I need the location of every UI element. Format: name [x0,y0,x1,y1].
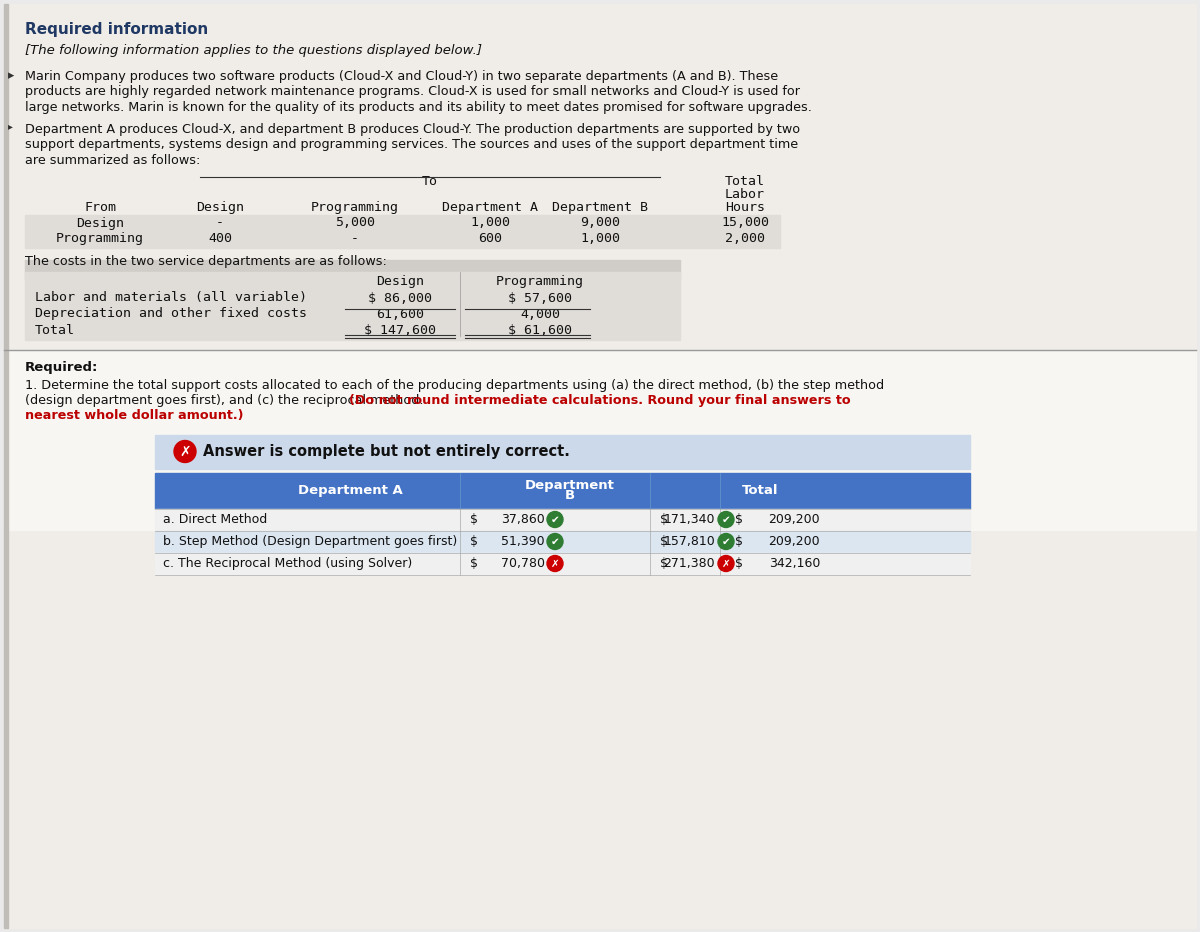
Text: $: $ [470,557,478,570]
Text: 157,810: 157,810 [664,535,715,548]
Text: 1,000: 1,000 [470,216,510,229]
Text: Required information: Required information [25,22,209,37]
Text: 400: 400 [208,232,232,245]
Text: Total: Total [35,323,74,336]
Text: $: $ [470,535,478,548]
Text: Labor and materials (all variable): Labor and materials (all variable) [35,292,307,305]
Text: Department: Department [526,479,614,492]
Text: nearest whole dollar amount.): nearest whole dollar amount.) [25,409,244,422]
Text: 37,860: 37,860 [502,513,545,526]
Text: $: $ [734,535,743,548]
Text: Hours: Hours [725,201,766,214]
Text: -: - [216,216,224,229]
Text: From: From [84,201,116,214]
Text: $: $ [660,513,668,526]
Text: ▸: ▸ [8,69,14,82]
Bar [155,434,970,469]
Text: $: $ [660,535,668,548]
Text: 61,600: 61,600 [376,308,424,321]
Circle shape [718,512,734,528]
Text: [The following information applies to the questions displayed below.]: [The following information applies to th… [25,44,482,57]
Text: Labor: Labor [725,188,766,201]
Bar [155,473,970,574]
Text: ✔: ✔ [721,514,731,525]
Text: $ 147,600: $ 147,600 [364,323,436,336]
Text: 342,160: 342,160 [769,557,820,570]
Text: large networks. Marin is known for the quality of its products and its ability t: large networks. Marin is known for the q… [25,101,812,114]
Text: $: $ [470,513,478,526]
Text: Programming: Programming [311,201,398,214]
Text: 1,000: 1,000 [580,232,620,245]
Text: 1. Determine the total support costs allocated to each of the producing departme: 1. Determine the total support costs all… [25,378,884,391]
Text: 4,000: 4,000 [520,308,560,321]
Circle shape [547,555,563,571]
Text: Depreciation and other fixed costs: Depreciation and other fixed costs [35,308,307,321]
Text: 2,000: 2,000 [725,232,766,245]
Text: $ 57,600: $ 57,600 [508,292,572,305]
Text: $: $ [734,557,743,570]
Circle shape [547,533,563,550]
Circle shape [547,512,563,528]
Text: ✗: ✗ [179,445,191,459]
Text: 51,390: 51,390 [502,535,545,548]
Text: (Do not round intermediate calculations. Round your final answers to: (Do not round intermediate calculations.… [349,394,851,407]
Text: $: $ [660,557,668,570]
Circle shape [718,555,734,571]
Text: Department A: Department A [442,201,538,214]
Text: 271,380: 271,380 [664,557,715,570]
Text: ✔: ✔ [551,537,559,546]
Bar [25,271,680,339]
Text: 15,000: 15,000 [721,216,769,229]
Text: (design department goes first), and (c) the reciprocal method.: (design department goes first), and (c) … [25,394,427,407]
Bar [155,530,970,553]
Text: Department A: Department A [298,484,402,497]
Bar [4,350,1196,529]
Text: products are highly regarded network maintenance programs. Cloud-X is used for s: products are highly regarded network mai… [25,86,800,99]
Text: Department B: Department B [552,201,648,214]
Text: are summarized as follows:: are summarized as follows: [25,154,200,167]
Text: 70,780: 70,780 [502,557,545,570]
Text: B: B [565,489,575,502]
Text: ✔: ✔ [551,514,559,525]
Text: 9,000: 9,000 [580,216,620,229]
Text: Marin Company produces two software products (Cloud-X and Cloud-Y) in two separa: Marin Company produces two software prod… [25,70,778,83]
Text: ✗: ✗ [721,558,731,569]
Text: Total: Total [742,484,779,497]
Bar [25,214,780,248]
Text: Design: Design [196,201,244,214]
Text: ✗: ✗ [551,558,559,569]
Text: Programming: Programming [496,276,584,289]
Text: Programming: Programming [56,232,144,245]
Text: 171,340: 171,340 [664,513,715,526]
Text: c. The Reciprocal Method (using Solver): c. The Reciprocal Method (using Solver) [163,557,413,570]
Text: Design: Design [76,216,124,229]
Text: -: - [352,232,359,245]
Circle shape [174,441,196,462]
Text: 209,200: 209,200 [768,535,820,548]
Text: ▸: ▸ [8,121,13,131]
Text: The costs in the two service departments are as follows:: The costs in the two service departments… [25,255,386,268]
Text: Answer is complete but not entirely correct.: Answer is complete but not entirely corr… [203,444,570,459]
Text: 5,000: 5,000 [335,216,374,229]
Circle shape [718,533,734,550]
Text: 600: 600 [478,232,502,245]
Text: b. Step Method (Design Department goes first): b. Step Method (Design Department goes f… [163,535,457,548]
Bar [155,553,970,574]
Bar [4,4,8,928]
Text: Department A produces Cloud-X, and department B produces Cloud-Y. The production: Department A produces Cloud-X, and depar… [25,122,800,135]
Text: $ 86,000: $ 86,000 [368,292,432,305]
Text: $ 61,600: $ 61,600 [508,323,572,336]
Text: Total: Total [725,175,766,188]
Text: support departments, systems design and programming services. The sources and us: support departments, systems design and … [25,138,798,151]
Text: 209,200: 209,200 [768,513,820,526]
Text: To: To [422,175,438,188]
Text: a. Direct Method: a. Direct Method [163,513,268,526]
Bar [155,473,970,509]
Bar [155,509,970,530]
Text: ✔: ✔ [721,537,731,546]
Bar [25,259,680,280]
Text: Design: Design [376,276,424,289]
Text: Required:: Required: [25,362,98,375]
Text: $: $ [734,513,743,526]
